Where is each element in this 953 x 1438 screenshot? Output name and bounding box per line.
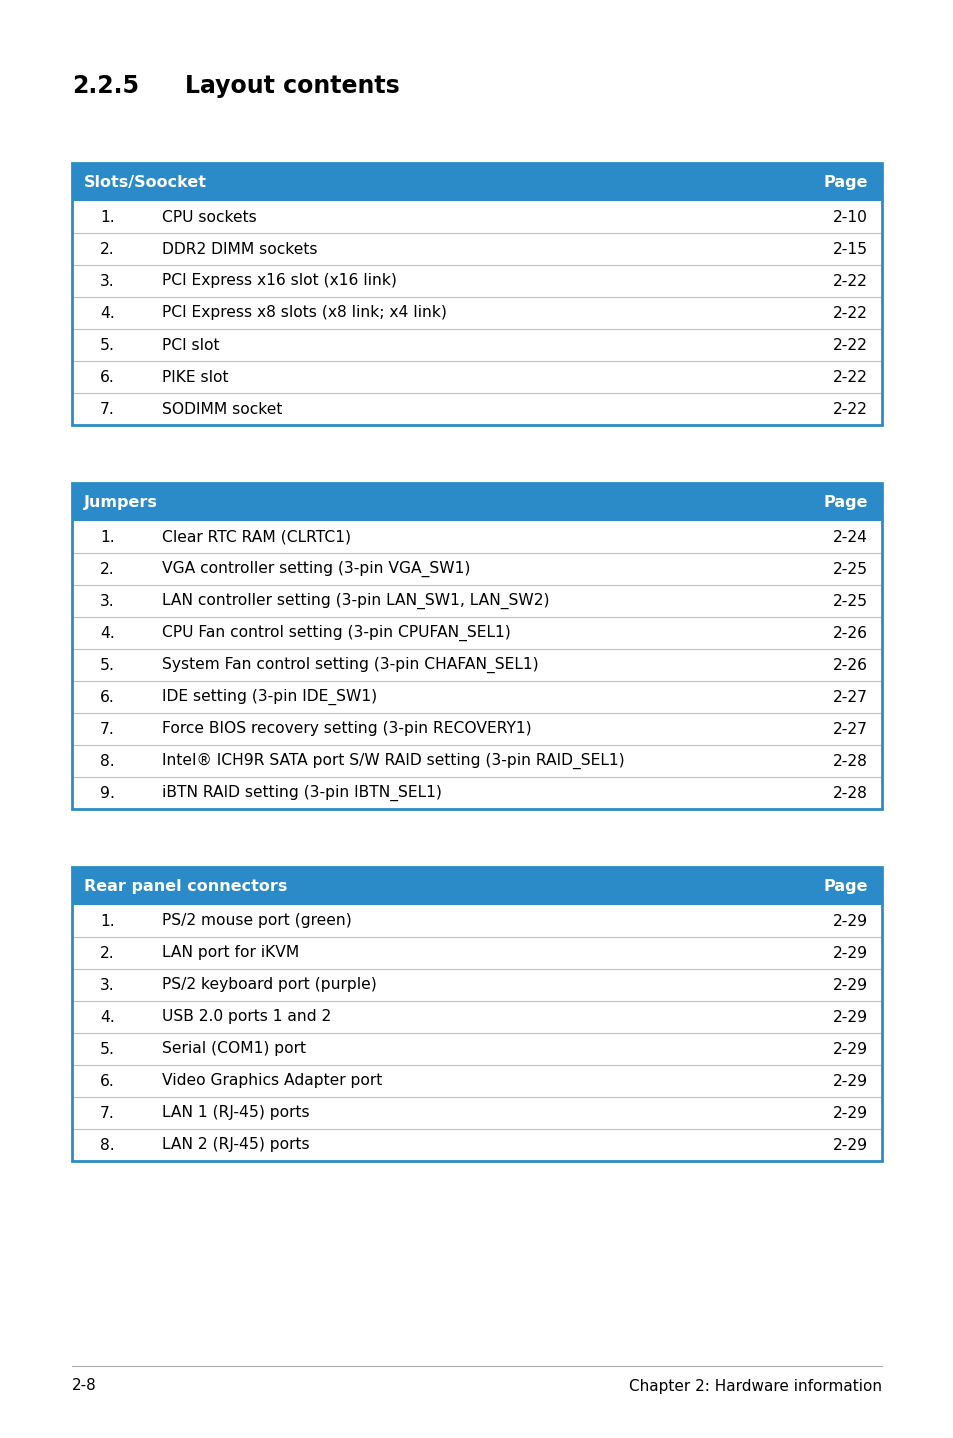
Bar	[71, 521, 882, 810]
Text: 2-27: 2-27	[832, 689, 867, 705]
Text: 3.: 3.	[100, 594, 114, 608]
Text: SODIMM socket: SODIMM socket	[162, 401, 282, 417]
Text: 4.: 4.	[100, 305, 114, 321]
Text: 4.: 4.	[100, 626, 114, 640]
Text: 2-22: 2-22	[832, 273, 867, 289]
Text: 2-24: 2-24	[832, 529, 867, 545]
Bar	[71, 483, 882, 521]
Text: 2-28: 2-28	[832, 785, 867, 801]
Text: 2.2.5: 2.2.5	[71, 73, 139, 98]
Text: 2-29: 2-29	[832, 1137, 867, 1152]
Text: Video Graphics Adapter port: Video Graphics Adapter port	[162, 1074, 382, 1089]
Text: Slots/Soocket: Slots/Soocket	[84, 174, 207, 190]
Text: LAN 1 (RJ-45) ports: LAN 1 (RJ-45) ports	[162, 1106, 310, 1120]
Bar	[71, 867, 882, 905]
Text: PCI slot: PCI slot	[162, 338, 219, 352]
Text: PS/2 keyboard port (purple): PS/2 keyboard port (purple)	[162, 978, 376, 992]
Text: 2-29: 2-29	[832, 978, 867, 992]
Text: 2-26: 2-26	[832, 626, 867, 640]
Text: Layout contents: Layout contents	[185, 73, 399, 98]
Text: 2-29: 2-29	[832, 1041, 867, 1057]
Text: Jumpers: Jumpers	[84, 495, 157, 509]
Text: 2-27: 2-27	[832, 722, 867, 736]
Text: Page: Page	[822, 495, 867, 509]
Bar	[71, 162, 882, 426]
Bar	[71, 162, 882, 201]
Text: PCI Express x16 slot (x16 link): PCI Express x16 slot (x16 link)	[162, 273, 396, 289]
Text: CPU sockets: CPU sockets	[162, 210, 256, 224]
Text: 3.: 3.	[100, 273, 114, 289]
Bar	[71, 867, 882, 1160]
Text: 2-22: 2-22	[832, 401, 867, 417]
Text: 9.: 9.	[100, 785, 114, 801]
Text: 2-29: 2-29	[832, 1074, 867, 1089]
Text: 2-29: 2-29	[832, 913, 867, 929]
Text: 2-10: 2-10	[832, 210, 867, 224]
Text: 2.: 2.	[100, 242, 114, 256]
Text: USB 2.0 ports 1 and 2: USB 2.0 ports 1 and 2	[162, 1009, 331, 1024]
Text: 6.: 6.	[100, 1074, 114, 1089]
Text: PCI Express x8 slots (x8 link; x4 link): PCI Express x8 slots (x8 link; x4 link)	[162, 305, 446, 321]
Text: 2-22: 2-22	[832, 338, 867, 352]
Text: 6.: 6.	[100, 370, 114, 384]
Text: Chapter 2: Hardware information: Chapter 2: Hardware information	[628, 1379, 882, 1393]
Text: 1.: 1.	[100, 913, 114, 929]
Text: 2-28: 2-28	[832, 754, 867, 768]
Text: VGA controller setting (3-pin VGA_SW1): VGA controller setting (3-pin VGA_SW1)	[162, 561, 470, 577]
Text: Page: Page	[822, 174, 867, 190]
Text: PS/2 mouse port (green): PS/2 mouse port (green)	[162, 913, 352, 929]
Text: Force BIOS recovery setting (3-pin RECOVERY1): Force BIOS recovery setting (3-pin RECOV…	[162, 722, 531, 736]
Text: 5.: 5.	[100, 338, 114, 352]
Text: 2-22: 2-22	[832, 305, 867, 321]
Text: Page: Page	[822, 879, 867, 893]
Text: 3.: 3.	[100, 978, 114, 992]
Text: 2-29: 2-29	[832, 1106, 867, 1120]
Text: 2-8: 2-8	[71, 1379, 96, 1393]
Text: LAN port for iKVM: LAN port for iKVM	[162, 946, 299, 961]
Text: 8.: 8.	[100, 754, 114, 768]
Bar	[71, 483, 882, 810]
Text: 2-25: 2-25	[832, 561, 867, 577]
Text: 2-29: 2-29	[832, 1009, 867, 1024]
Text: LAN 2 (RJ-45) ports: LAN 2 (RJ-45) ports	[162, 1137, 310, 1152]
Text: Serial (COM1) port: Serial (COM1) port	[162, 1041, 306, 1057]
Text: 2.: 2.	[100, 946, 114, 961]
Bar	[71, 201, 882, 426]
Text: 2.: 2.	[100, 561, 114, 577]
Text: PIKE slot: PIKE slot	[162, 370, 229, 384]
Text: 2-25: 2-25	[832, 594, 867, 608]
Text: CPU Fan control setting (3-pin CPUFAN_SEL1): CPU Fan control setting (3-pin CPUFAN_SE…	[162, 626, 510, 641]
Text: 8.: 8.	[100, 1137, 114, 1152]
Text: 5.: 5.	[100, 657, 114, 673]
Text: System Fan control setting (3-pin CHAFAN_SEL1): System Fan control setting (3-pin CHAFAN…	[162, 657, 538, 673]
Text: 7.: 7.	[100, 1106, 114, 1120]
Text: iBTN RAID setting (3-pin IBTN_SEL1): iBTN RAID setting (3-pin IBTN_SEL1)	[162, 785, 441, 801]
Text: 2-15: 2-15	[832, 242, 867, 256]
Text: 7.: 7.	[100, 401, 114, 417]
Text: 4.: 4.	[100, 1009, 114, 1024]
Text: DDR2 DIMM sockets: DDR2 DIMM sockets	[162, 242, 317, 256]
Text: Clear RTC RAM (CLRTC1): Clear RTC RAM (CLRTC1)	[162, 529, 351, 545]
Text: 2-26: 2-26	[832, 657, 867, 673]
Text: 1.: 1.	[100, 210, 114, 224]
Text: 5.: 5.	[100, 1041, 114, 1057]
Text: 6.: 6.	[100, 689, 114, 705]
Text: Intel® ICH9R SATA port S/W RAID setting (3-pin RAID_SEL1): Intel® ICH9R SATA port S/W RAID setting …	[162, 754, 624, 769]
Bar	[71, 905, 882, 1160]
Text: 1.: 1.	[100, 529, 114, 545]
Text: Rear panel connectors: Rear panel connectors	[84, 879, 287, 893]
Text: 2-29: 2-29	[832, 946, 867, 961]
Text: 7.: 7.	[100, 722, 114, 736]
Text: IDE setting (3-pin IDE_SW1): IDE setting (3-pin IDE_SW1)	[162, 689, 376, 705]
Text: 2-22: 2-22	[832, 370, 867, 384]
Text: LAN controller setting (3-pin LAN_SW1, LAN_SW2): LAN controller setting (3-pin LAN_SW1, L…	[162, 592, 549, 610]
